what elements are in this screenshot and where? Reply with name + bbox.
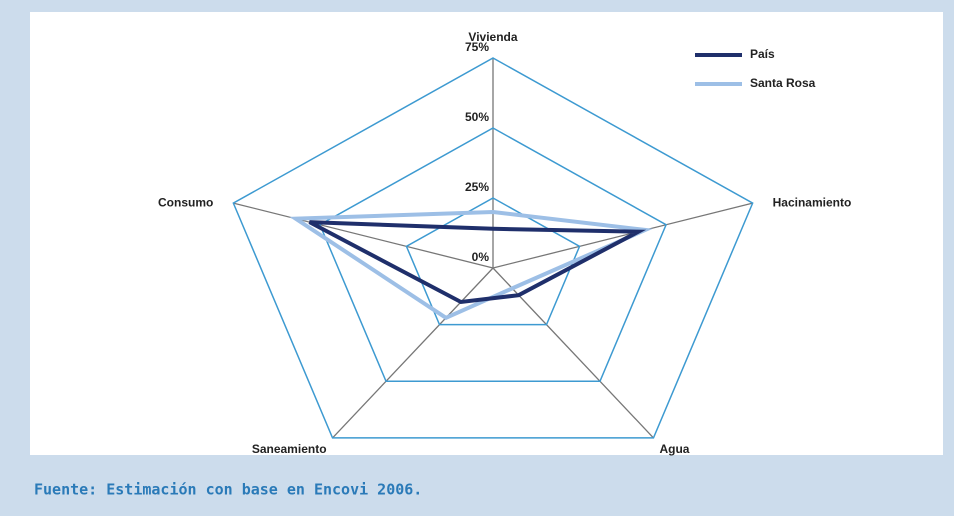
axis-ray (332, 267, 494, 439)
footer: Fuente: Estimación con base en Encovi 20… (34, 481, 422, 499)
category-label: Consumo (158, 195, 213, 209)
grid-ring (232, 57, 754, 439)
category-label: Saneamiento (252, 442, 327, 456)
axis-ray (492, 202, 753, 269)
series-line (289, 209, 653, 321)
category-label: Hacinamiento (773, 195, 852, 209)
series-line (308, 220, 647, 305)
tick-label: 50% (465, 110, 489, 124)
legend-label: Santa Rosa (750, 76, 816, 90)
category-label: Agua (659, 442, 689, 456)
legend-label: País (750, 47, 775, 61)
tick-label: 75% (465, 40, 489, 54)
grid-ring (318, 127, 668, 383)
tick-label: 25% (465, 180, 489, 194)
grid-ring (405, 197, 581, 326)
category-label: Vivienda (468, 30, 517, 44)
tick-label: 0% (472, 250, 490, 264)
axis-ray (233, 202, 494, 269)
